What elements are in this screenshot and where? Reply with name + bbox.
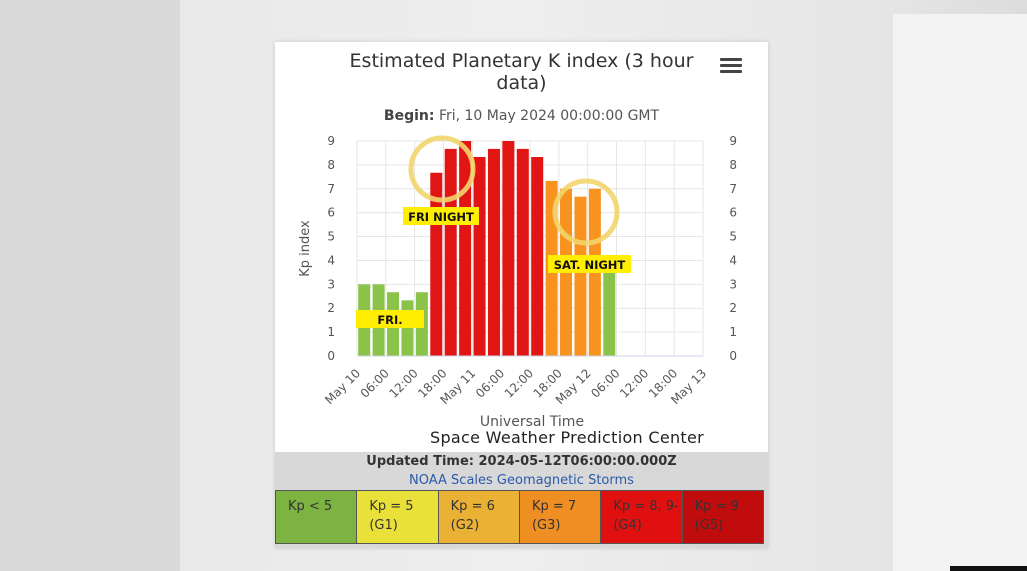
y-tick-label-left: 4	[327, 253, 335, 267]
scale-level: Kp = 5	[369, 499, 414, 514]
begin-label: Begin:	[383, 108, 435, 124]
y-tick-label-right: 6	[729, 206, 737, 220]
kp-bar	[444, 148, 457, 356]
scale-cell-2: Kp = 6 (G2)	[438, 491, 520, 543]
kp-bar	[516, 148, 529, 356]
y-tick-label-left: 2	[327, 301, 335, 315]
hamburger-menu-icon[interactable]	[720, 58, 742, 76]
x-tick-label: 12:00	[386, 366, 420, 400]
annotation-sat-night-bg	[548, 255, 631, 273]
scale-level: Kp = 9	[694, 499, 739, 514]
kp-bar	[502, 141, 515, 356]
y-tick-label-left: 1	[327, 325, 335, 339]
annotation-fri-night: FRI NIGHT	[408, 210, 474, 224]
x-tick-label: 06:00	[473, 366, 507, 400]
noaa-scales-link[interactable]: NOAA Scales Geomagnetic Storms	[409, 473, 634, 488]
scale-storm-class: (G1)	[369, 518, 398, 533]
kp-bar	[603, 268, 616, 356]
kp-bar	[459, 141, 472, 356]
x-tick-label: 12:00	[617, 366, 651, 400]
annotation-fri-bg	[356, 310, 424, 328]
y-tick-label-right: 5	[729, 230, 737, 244]
highlight-circle-sat-night	[552, 178, 620, 246]
scale-level: Kp = 8, 9-	[613, 499, 679, 514]
annotation-fri-night-bg	[403, 207, 479, 225]
chart-subtitle: Begin: Fri, 10 May 2024 00:00:00 GMT	[275, 108, 768, 124]
y-tick-label-right: 3	[729, 277, 737, 291]
kp-bar	[574, 196, 587, 356]
scale-level: Kp = 7	[531, 499, 577, 514]
background-panel-right	[893, 14, 1027, 571]
x-tick-label: 06:00	[358, 366, 392, 400]
scale-storm-class: (G3)	[531, 518, 561, 533]
chart-credit: Space Weather Prediction Center	[430, 428, 705, 447]
chart-footer: Updated Time: 2024-05-12T06:00:00.000Z N…	[275, 452, 768, 548]
y-tick-label-right: 7	[729, 182, 737, 196]
x-tick-label: 06:00	[588, 366, 622, 400]
scale-storm-class: (G2)	[450, 518, 480, 533]
kp-bar	[401, 300, 414, 356]
scale-cell-5: Kp = 9 (G5)	[682, 491, 763, 543]
chart-title-line1: Estimated Planetary K index (3 hour	[349, 50, 694, 72]
y-tick-label-right: 1	[729, 325, 737, 339]
x-tick-label: May 10	[322, 366, 363, 407]
highlight-circle-fri-night	[408, 135, 476, 203]
annotation-fri: FRI.	[377, 313, 402, 327]
scale-cell-0: Kp < 5	[276, 491, 358, 543]
scale-cell-4: Kp = 8, 9- (G4)	[601, 491, 683, 543]
kp-bar	[531, 157, 544, 356]
y-tick-label-left: 7	[327, 182, 335, 196]
kp-bar	[487, 148, 500, 356]
begin-value: Fri, 10 May 2024 00:00:00 GMT	[438, 108, 660, 124]
y-tick-label-left: 9	[327, 134, 335, 148]
chart-title-line2: data)	[496, 72, 547, 94]
noaa-scale-legend: Kp < 5 Kp = 5 (G1) Kp = 6 (G2) Kp = 7 (G3) Kp =…	[275, 490, 764, 544]
scale-cell-1: Kp = 5 (G1)	[357, 491, 439, 543]
background-bar	[950, 566, 1027, 571]
x-axis-title: Universal Time	[480, 414, 584, 430]
y-tick-label-right: 4	[729, 253, 737, 267]
y-tick-label-right: 8	[729, 158, 737, 172]
y-tick-label-left: 5	[327, 230, 335, 244]
y-tick-label-right: 9	[729, 134, 737, 148]
y-tick-label-right: 0	[729, 349, 737, 363]
scale-level: Kp < 5	[288, 499, 333, 514]
scale-cell-3: Kp = 7 (G3)	[519, 491, 602, 543]
annotation-sat-night: SAT. NIGHT	[554, 258, 626, 272]
chart-title: Estimated Planetary K index (3 hour data…	[275, 50, 768, 94]
kp-chart-card: Estimated Planetary K index (3 hour data…	[275, 42, 768, 548]
y-tick-label-right: 2	[729, 301, 737, 315]
scale-storm-class: (G5)	[694, 518, 724, 533]
y-tick-label-left: 0	[327, 349, 335, 363]
y-tick-label-left: 6	[327, 206, 335, 220]
scale-level: Kp = 6	[450, 499, 495, 514]
scale-storm-class: (G4)	[613, 518, 642, 533]
y-axis-title: Kp index	[298, 220, 313, 277]
background-panel-left	[0, 0, 180, 571]
x-tick-label: 12:00	[502, 366, 536, 400]
y-tick-label-left: 8	[327, 158, 335, 172]
kp-bar	[473, 157, 486, 356]
updated-time: Updated Time: 2024-05-12T06:00:00.000Z	[366, 454, 677, 469]
y-tick-label-left: 3	[327, 277, 335, 291]
